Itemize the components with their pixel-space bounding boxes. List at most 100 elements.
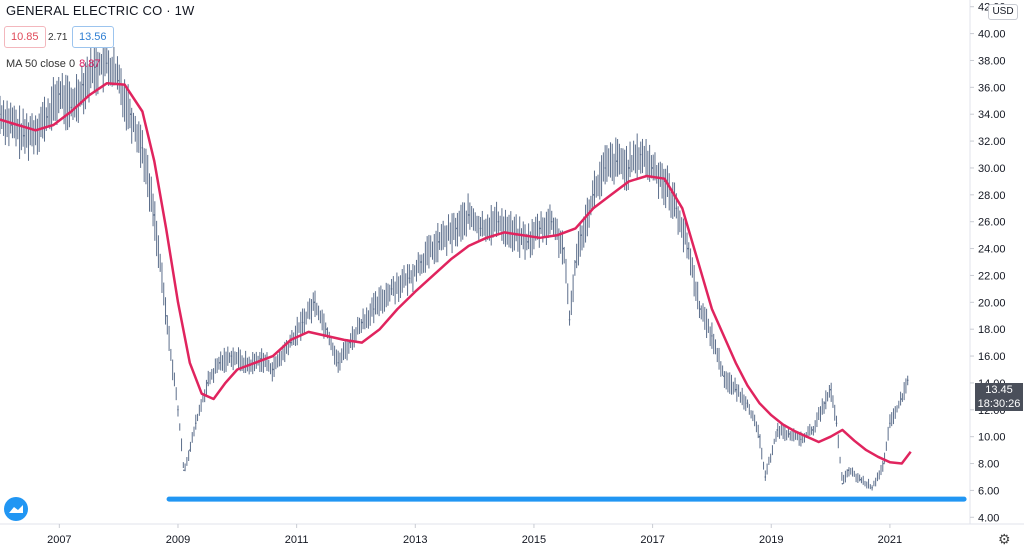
x-tick-label: 2019 xyxy=(759,534,783,546)
price-point xyxy=(408,277,411,279)
tradingview-logo-icon[interactable] xyxy=(4,497,28,521)
price-point xyxy=(550,220,553,223)
price-point xyxy=(230,355,233,357)
legend-change-value: 2.71 xyxy=(48,32,68,43)
price-point xyxy=(129,113,132,116)
x-tick-label: 2015 xyxy=(522,534,546,546)
price-point xyxy=(746,402,749,404)
plot-area xyxy=(0,0,970,524)
price-point xyxy=(153,214,156,216)
price-point xyxy=(800,438,802,441)
x-tick-label: 2017 xyxy=(640,534,664,546)
moving-average-layer xyxy=(0,82,912,465)
price-point xyxy=(206,382,209,384)
price-point xyxy=(604,167,606,169)
price-point xyxy=(687,247,689,250)
legend-high-value: 13.56 xyxy=(72,26,114,48)
price-point xyxy=(675,207,678,210)
price-point xyxy=(361,321,363,324)
price-point xyxy=(372,308,375,310)
ma-line xyxy=(0,82,912,465)
ma-legend[interactable]: MA 50 close 0 8.87 xyxy=(6,58,101,70)
price-point xyxy=(117,79,120,82)
price-point xyxy=(811,429,814,431)
price-point xyxy=(467,214,470,216)
price-point xyxy=(758,435,761,438)
price-point xyxy=(194,422,197,425)
y-tick-label: 32.00 xyxy=(978,136,1006,148)
gear-icon[interactable]: ⚙ xyxy=(998,531,1011,547)
price-point xyxy=(651,167,654,169)
y-tick-label: 4.00 xyxy=(978,512,999,524)
y-tick-label: 10.00 xyxy=(978,432,1006,444)
price-point xyxy=(165,314,167,317)
y-tick-label: 28.00 xyxy=(978,190,1006,202)
last-price: 13.45 xyxy=(985,384,1013,396)
price-point xyxy=(189,449,191,451)
price-point xyxy=(788,433,790,435)
y-tick-label: 24.00 xyxy=(978,244,1006,256)
y-tick-label: 34.00 xyxy=(978,109,1006,121)
price-point xyxy=(883,462,885,465)
price-point xyxy=(871,486,873,489)
price-point xyxy=(141,146,144,149)
price-point xyxy=(574,261,577,263)
y-tick-label: 16.00 xyxy=(978,351,1006,363)
price-point xyxy=(847,469,850,472)
y-tick-label: 30.00 xyxy=(978,163,1006,175)
price-point xyxy=(764,476,767,478)
price-point xyxy=(859,478,862,481)
y-tick-label: 38.00 xyxy=(978,55,1006,67)
price-axis[interactable]: 4.006.008.0010.0012.0014.0016.0018.0020.… xyxy=(970,2,1006,525)
currency-badge[interactable]: USD xyxy=(988,4,1018,20)
y-tick-label: 40.00 xyxy=(978,29,1006,41)
price-point xyxy=(438,241,440,243)
ma-legend-label: MA 50 close 0 xyxy=(6,58,76,70)
ma-legend-value: 8.87 xyxy=(79,58,101,70)
symbol-title[interactable]: GENERAL ELECTRIC CO · 1W xyxy=(6,3,195,18)
y-tick-label: 8.00 xyxy=(978,459,999,471)
price-point xyxy=(734,388,737,391)
price-point xyxy=(841,482,844,485)
price-point xyxy=(218,361,221,364)
price-point xyxy=(699,308,701,310)
price-point xyxy=(177,408,179,411)
price-point xyxy=(58,93,61,95)
price-point xyxy=(105,62,108,64)
x-tick-label: 2007 xyxy=(47,534,71,546)
price-point xyxy=(22,134,25,137)
x-tick-label: 2013 xyxy=(403,534,427,546)
price-point xyxy=(722,375,725,378)
y-tick-label: 26.00 xyxy=(978,217,1006,229)
price-point xyxy=(289,341,292,344)
price-point xyxy=(628,167,630,169)
price-point xyxy=(183,469,185,472)
y-tick-label: 18.00 xyxy=(978,324,1006,336)
x-tick-label: 2021 xyxy=(878,534,902,546)
price-point xyxy=(889,422,891,425)
price-point xyxy=(497,220,500,223)
price-point xyxy=(301,321,304,324)
y-tick-label: 36.00 xyxy=(978,82,1006,94)
price-point xyxy=(835,422,838,425)
price-point xyxy=(906,379,909,382)
price-point xyxy=(349,341,351,344)
price-point xyxy=(390,288,393,290)
last-price-tag: 13.45 18:30:26 xyxy=(975,383,1023,411)
y-tick-label: 6.00 xyxy=(978,485,999,497)
price-point xyxy=(539,227,541,230)
price-point xyxy=(94,66,96,68)
x-tick-label: 2009 xyxy=(166,534,190,546)
y-tick-label: 20.00 xyxy=(978,297,1006,309)
time-axis[interactable]: 2007 2009 2011 2013 2015 2017 2019 2021 xyxy=(47,524,902,546)
price-point xyxy=(456,227,458,230)
price-point xyxy=(823,402,826,404)
price-point xyxy=(527,241,529,243)
price-point xyxy=(479,227,482,230)
price-point xyxy=(337,361,339,364)
price-point xyxy=(562,247,565,250)
price-point xyxy=(313,301,316,304)
price-point xyxy=(829,388,832,391)
price-point xyxy=(272,368,274,371)
